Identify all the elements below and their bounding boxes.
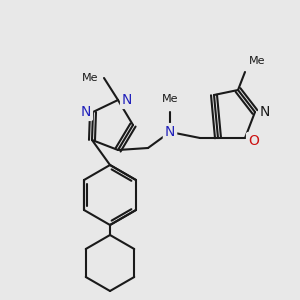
Text: Me: Me [249, 56, 266, 66]
Text: Me: Me [162, 94, 178, 104]
Text: Me: Me [82, 73, 98, 83]
Text: N: N [81, 105, 91, 119]
Text: O: O [248, 134, 259, 148]
Text: N: N [165, 125, 175, 139]
Text: N: N [122, 93, 132, 107]
Text: N: N [260, 105, 270, 119]
